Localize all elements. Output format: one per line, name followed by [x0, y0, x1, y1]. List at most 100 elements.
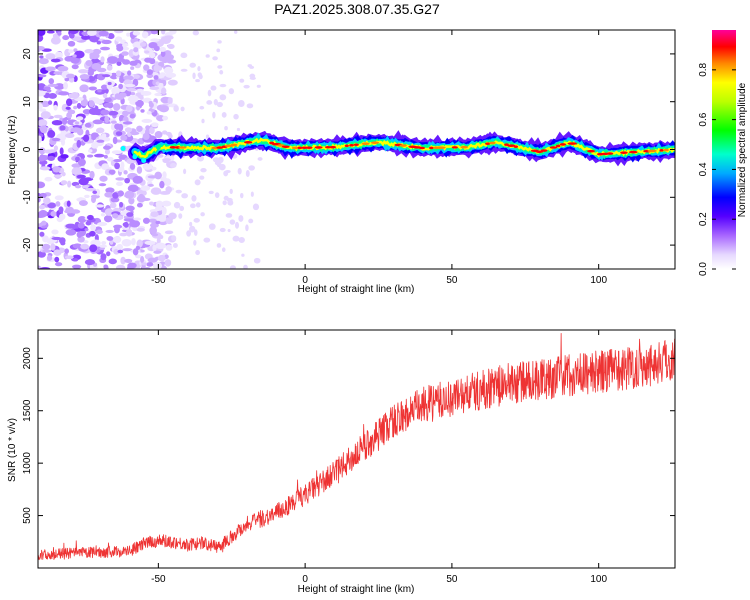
spectrogram-noise-blob: [73, 105, 78, 110]
spectrogram-ridge-peak: [549, 146, 558, 149]
spectrogram-noise-blob: [189, 225, 196, 233]
spectrogram-noise-blob: [232, 235, 240, 242]
spectrogram-noise-blob: [53, 174, 63, 178]
spectrogram-noise-blob: [74, 50, 85, 59]
spectrogram-noise-blob: [162, 158, 169, 164]
spectrogram-ridge-peak: [244, 141, 253, 144]
spectrogram-noise-blob: [248, 165, 255, 171]
spectrogram-noise-blob: [116, 45, 124, 52]
spectrogram-noise-blob: [148, 102, 154, 108]
spectrogram-noise-blob: [53, 145, 59, 151]
spectrogram-noise-blob: [237, 100, 245, 107]
spectrogram-x-tick-label: 100: [590, 275, 607, 286]
spectrogram-noise-blob: [119, 232, 128, 237]
spectrogram-noise-blob: [142, 119, 151, 123]
spectrogram-noise-blob: [151, 166, 157, 171]
spectrogram-noise-blob: [95, 204, 105, 208]
spectrogram-noise-blob: [39, 108, 47, 112]
spectrogram-noise-blob: [149, 226, 158, 235]
spectrogram-noise-blob: [84, 228, 89, 232]
spectrogram-noise-blob: [173, 105, 179, 112]
spectrogram-noise-blob: [197, 66, 201, 72]
spectrogram-noise-blob: [253, 257, 261, 264]
spectrogram-noise-blob: [147, 175, 158, 179]
spectrogram-x-ticks: -50 0 50 100: [151, 30, 607, 286]
spectrogram-noise-blob: [256, 84, 261, 88]
spectrogram-noise-blob: [62, 35, 70, 41]
spectrogram-noise-blob: [43, 197, 51, 205]
spectrogram-noise-blob: [59, 213, 66, 220]
spectrogram-noise-blob: [41, 220, 47, 226]
spectrogram-noise-blob: [98, 183, 107, 187]
spectrogram-noise-blob: [89, 170, 95, 179]
spectrogram-noise-blob: [106, 156, 114, 162]
spectrogram-noise-blob: [203, 237, 211, 243]
spectrogram-ridge-peak: [429, 146, 434, 150]
spectrogram-noise-blob: [125, 228, 133, 237]
spectrogram-noise-blob: [116, 57, 125, 62]
spectrogram-noise-blob: [85, 220, 92, 226]
spectrogram-ridge-peak: [606, 152, 614, 155]
spectrogram-noise-blob: [76, 102, 82, 109]
spectrogram-noise-blob: [51, 229, 59, 235]
spectrogram-noise-blob: [38, 210, 48, 218]
spectrogram-noise-blob: [88, 86, 97, 91]
spectrogram-noise-blob: [219, 227, 226, 233]
spectrogram-noise-blob: [46, 89, 52, 93]
spectrogram-noise-blob: [206, 100, 213, 105]
spectrogram-noise-blob: [119, 75, 125, 84]
spectrogram-noise-blob: [117, 166, 125, 173]
spectrogram-noise-blob: [42, 235, 49, 243]
spectrogram-noise-blob: [225, 213, 233, 218]
spectrogram-ridge-peak: [418, 146, 426, 150]
spectrogram-noise-blob: [197, 72, 202, 78]
colorbar-tick-label: 0.4: [698, 162, 709, 176]
spectrogram-noise-blob: [54, 195, 64, 201]
spectrogram-noise-blob: [66, 73, 75, 79]
spectrogram-noise-blob: [78, 69, 89, 74]
spectrogram-noise-blob: [128, 95, 139, 103]
spectrogram-noise-blob: [77, 158, 86, 167]
spectrogram-noise-blob: [57, 31, 62, 36]
snr-x-tick-label: 50: [446, 574, 458, 585]
spectrogram-noise-blob: [100, 56, 105, 63]
spectrogram-noise-blob: [214, 192, 220, 199]
spectrogram-noise-blob: [47, 130, 56, 138]
spectrogram-noise-blob: [67, 180, 72, 188]
spectrogram-noise-blob: [156, 236, 161, 245]
spectrogram-noise-blob: [189, 221, 193, 227]
spectrogram-noise-blob: [113, 248, 120, 255]
snr-x-tick-label: -50: [151, 574, 166, 585]
spectrogram-noise-blob: [58, 206, 64, 214]
spectrogram-noise-blob: [39, 231, 45, 237]
spectrogram-noise-blob: [84, 122, 92, 128]
spectrogram-noise-blob: [180, 106, 185, 112]
spectrogram-noise-blob: [180, 52, 188, 59]
spectrogram-noise-blob: [170, 163, 177, 168]
spectrogram-noise-blob: [104, 97, 112, 103]
spectrogram-noise-blob: [152, 261, 163, 269]
spectrogram-noise-blob: [186, 230, 192, 237]
spectrogram-ridge-peak: [567, 142, 578, 145]
spectrogram-noise-blob: [89, 244, 98, 253]
spectrogram-noise-blob: [127, 70, 132, 76]
spectrogram-noise-blob: [154, 92, 162, 97]
figure-title: PAZ1.2025.308.07.35.G27: [274, 1, 440, 17]
spectrogram-noise-blob: [73, 258, 79, 262]
spectrogram-noise-blob: [54, 51, 63, 59]
spectrogram-ridge-peak: [555, 144, 561, 148]
spectrogram-noise-blob: [119, 201, 124, 208]
spectrogram-noise-blob: [172, 243, 178, 248]
spectrogram-noise-blob: [50, 36, 61, 45]
spectrogram-noise-blob: [112, 136, 118, 145]
spectrogram-noise-blob: [149, 52, 156, 59]
spectrogram-noise-blob: [52, 166, 61, 173]
snr-y-tick-label: 500: [22, 507, 33, 524]
spectrogram-ridge-peak: [178, 146, 187, 149]
spectrogram-noise-blob: [127, 184, 139, 193]
spectrogram-ridge-peak: [460, 145, 469, 149]
spectrogram-noise-blob: [252, 203, 260, 211]
spectrogram-noise-blob: [103, 215, 113, 223]
spectrogram-noise-blob: [93, 98, 105, 105]
spectrogram-noise-blob: [38, 90, 46, 97]
